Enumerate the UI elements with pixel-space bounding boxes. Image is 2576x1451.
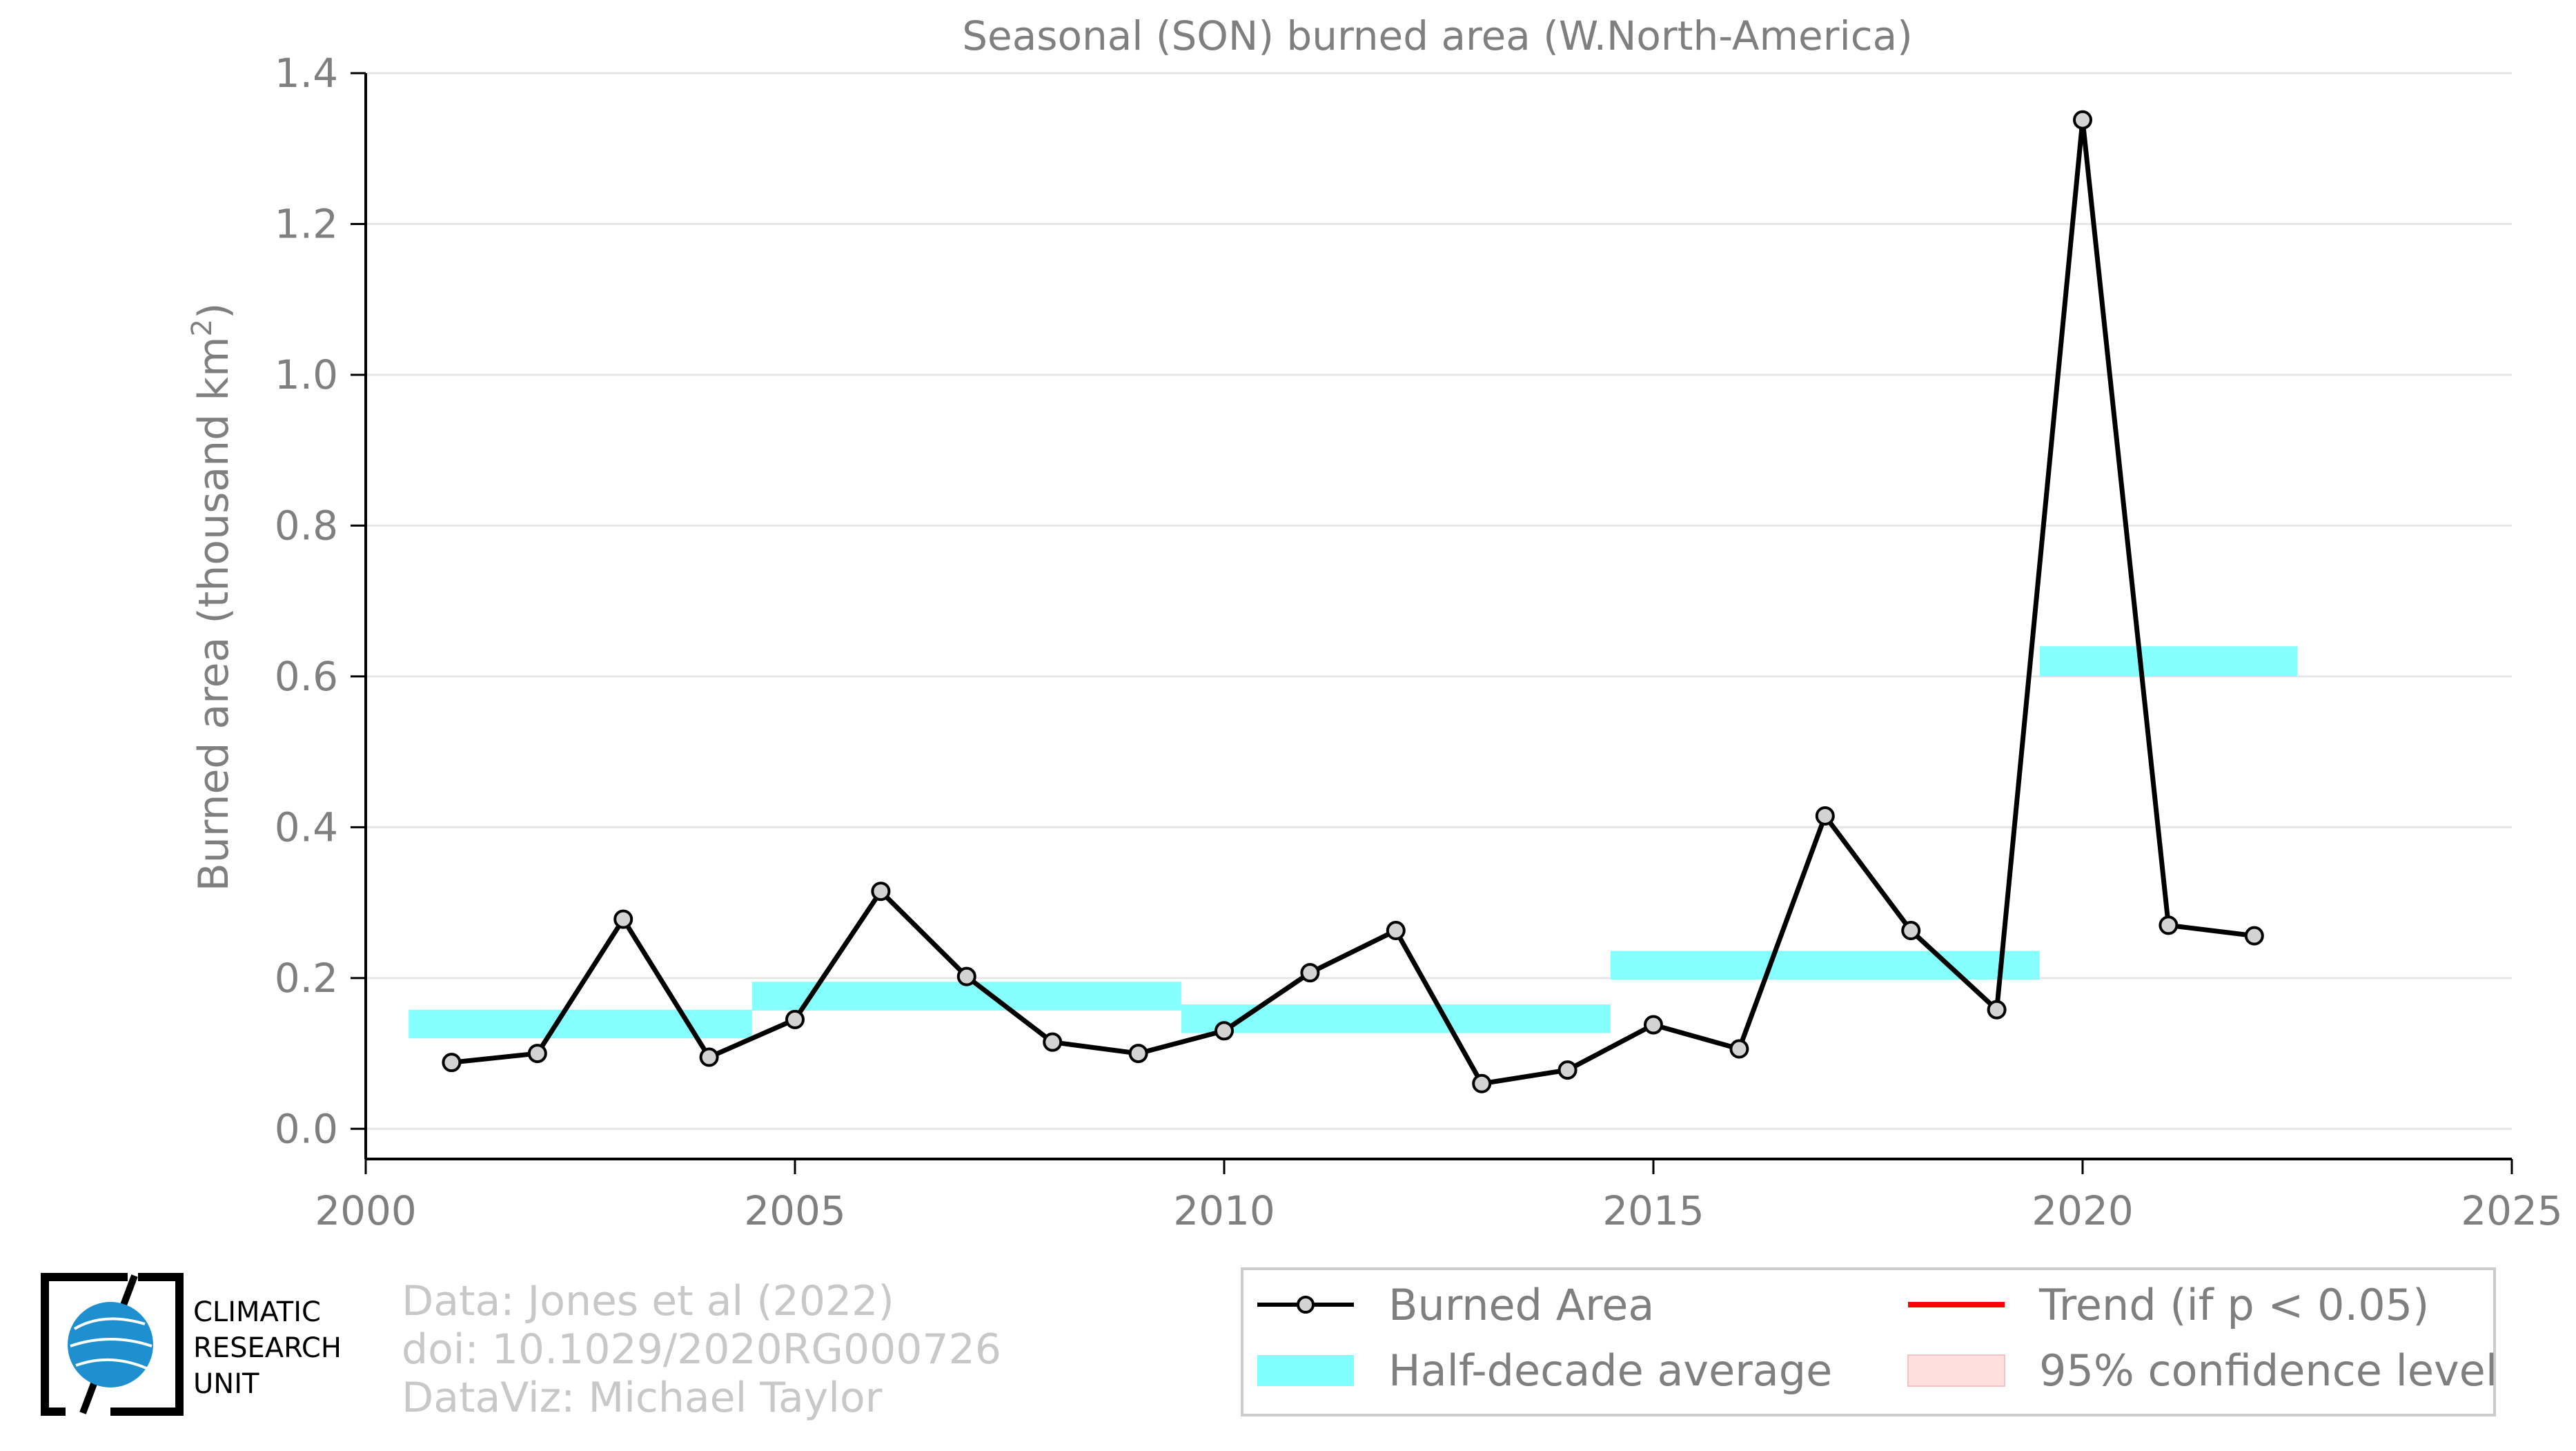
burned-area-point bbox=[1215, 1021, 1234, 1041]
x-tick-label: 2025 bbox=[2461, 1187, 2563, 1234]
burned-area-point bbox=[1386, 921, 1406, 941]
legend: Burned Area Trend (if p < 0.05) Half-dec… bbox=[1241, 1267, 2497, 1416]
burned-area-point bbox=[527, 1044, 547, 1064]
burned-area-point bbox=[1644, 1015, 1663, 1035]
logo-globe-swirl-icon bbox=[70, 1317, 153, 1370]
logo-text-climatic: CLIMATIC bbox=[193, 1296, 321, 1328]
y-axis-label-superscript: 2 bbox=[186, 319, 218, 336]
legend-confidence-label: 95% confidence level bbox=[2039, 1345, 2497, 1396]
burned-area-point bbox=[699, 1047, 719, 1067]
burned-area-point bbox=[613, 909, 633, 929]
legend-burned-area-label: Burned Area bbox=[1388, 1280, 1654, 1330]
burned-area-point bbox=[871, 882, 891, 902]
burned-area-point bbox=[1729, 1039, 1749, 1059]
burned-area-point bbox=[2073, 110, 2092, 130]
x-tick-label: 2000 bbox=[315, 1187, 417, 1234]
burned-area-point bbox=[1128, 1044, 1148, 1064]
logo-bracket-right-icon bbox=[110, 1273, 184, 1416]
burned-area-line bbox=[451, 117, 2255, 1087]
legend-half-decade-label: Half-decade average bbox=[1388, 1345, 1832, 1396]
logo-text-research: RESEARCH bbox=[193, 1332, 342, 1364]
credits: Data: Jones et al (2022) doi: 10.1029/20… bbox=[402, 1277, 1001, 1422]
burned-area-point bbox=[1901, 921, 1921, 941]
burned-area-point bbox=[1300, 963, 1320, 983]
y-axis-label-main: Burned area (thousand km bbox=[190, 336, 238, 891]
half-decade-average-bar bbox=[409, 1009, 752, 1039]
y-tick-label: 0.0 bbox=[275, 1105, 338, 1152]
burned-area-point bbox=[956, 966, 976, 986]
burned-area-point bbox=[1472, 1073, 1492, 1093]
y-tick-label: 0.8 bbox=[275, 502, 338, 549]
y-tick-label: 0.2 bbox=[275, 955, 338, 1002]
burned-area-point bbox=[2244, 926, 2264, 946]
half-decade-average-bar bbox=[751, 982, 1181, 1011]
y-axis-label-close: ) bbox=[190, 303, 238, 319]
legend-trend-label: Trend (if p < 0.05) bbox=[2038, 1280, 2429, 1330]
y-tick-label: 1.4 bbox=[275, 50, 338, 97]
y-tick-label: 1.2 bbox=[275, 200, 338, 247]
grid-lines bbox=[366, 72, 2512, 1130]
legend-frame bbox=[1241, 1267, 2496, 1416]
credit-doi: doi: 10.1029/2020RG000726 bbox=[402, 1325, 1001, 1374]
logo-bracket-icon bbox=[41, 1273, 128, 1416]
chart-title: Seasonal (SON) burned area (W.North-Amer… bbox=[962, 12, 1913, 59]
burned-area-point bbox=[2159, 915, 2179, 935]
y-tick-label: 0.4 bbox=[275, 804, 338, 850]
half-decade-average-bar bbox=[1610, 951, 2040, 980]
axes: 0.0 0.2 0.4 0.6 0.8 1.0 1.2 1.4 2000 2005 2010 2015… bbox=[275, 50, 2563, 1234]
burned-area-point bbox=[1043, 1032, 1063, 1052]
x-tick-label: 2020 bbox=[2032, 1187, 2134, 1234]
burned-area-series bbox=[442, 110, 2264, 1093]
x-tick-label: 2005 bbox=[744, 1187, 846, 1234]
logo-text-unit: UNIT bbox=[193, 1368, 259, 1400]
legend-confidence-swatch bbox=[1907, 1354, 2005, 1387]
y-tick-label: 1.0 bbox=[275, 351, 338, 398]
half-decade-average-bar bbox=[2039, 646, 2297, 676]
burned-area-point bbox=[1557, 1060, 1577, 1080]
x-tick-label: 2010 bbox=[1173, 1187, 1275, 1234]
credit-data-source: Data: Jones et al (2022) bbox=[402, 1277, 894, 1325]
y-tick-label: 0.6 bbox=[275, 653, 338, 700]
cru-logo: CLIMATIC RESEARCH UNIT bbox=[41, 1273, 342, 1416]
burned-area-point bbox=[442, 1053, 462, 1073]
burned-area-point bbox=[1987, 1000, 2007, 1020]
credit-dataviz: DataViz: Michael Taylor bbox=[402, 1374, 883, 1422]
legend-burned-area-marker bbox=[1297, 1296, 1315, 1314]
half-decade-average-bars bbox=[409, 646, 2297, 1039]
y-axis-label: Burned area (thousand km2) bbox=[186, 303, 238, 892]
legend-half-decade-swatch bbox=[1257, 1355, 1354, 1386]
burned-area-point bbox=[1815, 806, 1835, 826]
logo-globe-icon bbox=[68, 1302, 153, 1387]
burned-area-point bbox=[785, 1009, 805, 1029]
x-tick-label: 2015 bbox=[1602, 1187, 1704, 1234]
